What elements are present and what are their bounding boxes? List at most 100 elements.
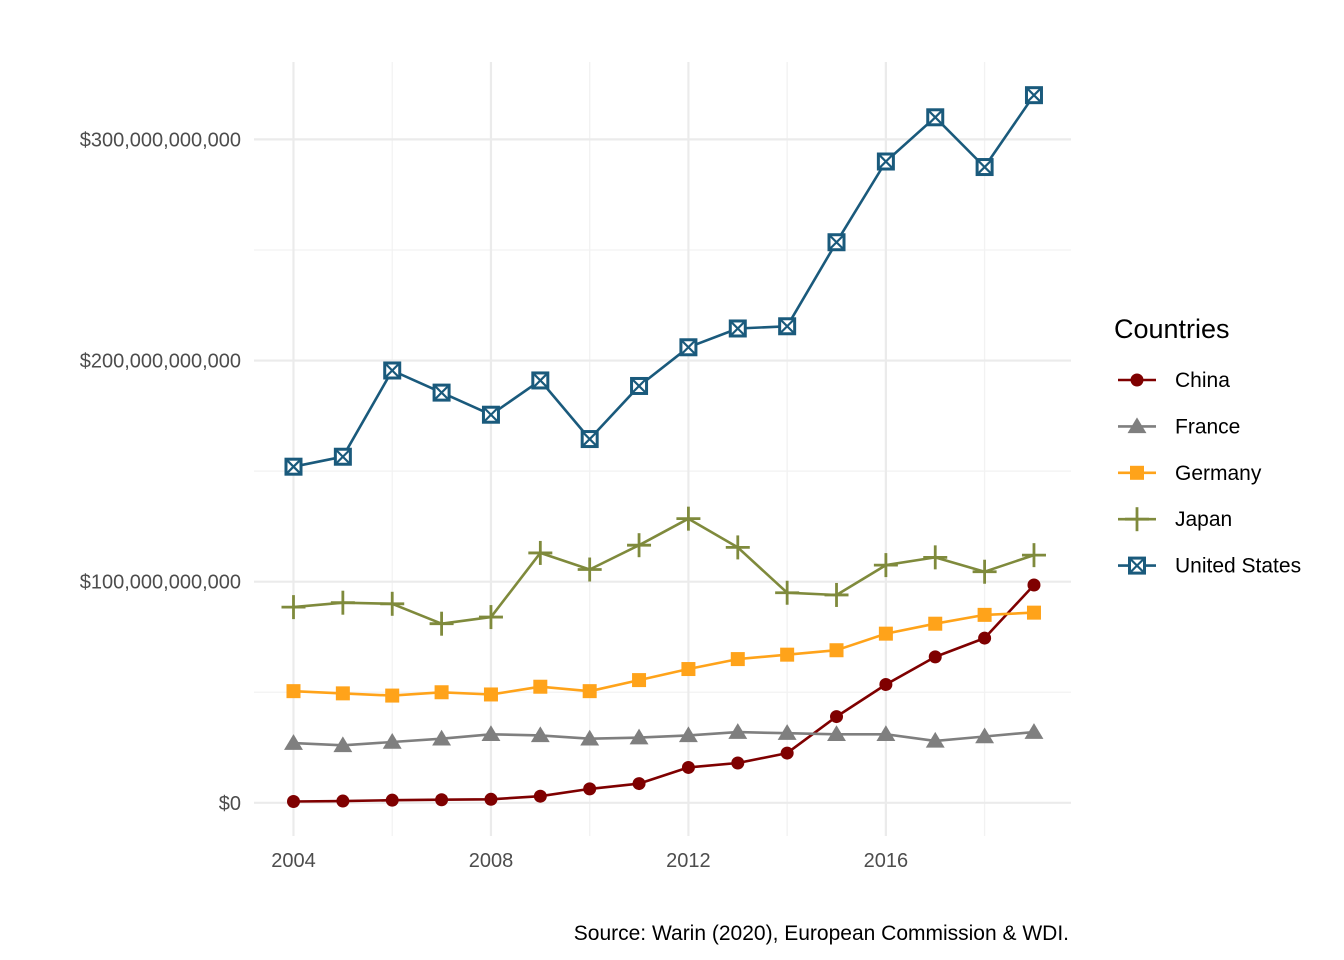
point-germany (582, 684, 597, 699)
point-japan (775, 580, 800, 605)
x-axis: 2004 2008 2012 2016 (271, 850, 908, 872)
legend-key-marker (1127, 417, 1147, 434)
point-china (879, 678, 893, 692)
point-germany (533, 679, 548, 694)
point-germany (632, 673, 647, 688)
series-line-france (293, 730, 1035, 747)
point-japan (627, 533, 652, 558)
point-france (1024, 723, 1044, 739)
point-france (678, 726, 698, 743)
point-china (336, 794, 350, 808)
point-united-states (679, 338, 698, 357)
point-china (286, 795, 300, 809)
point-japan (281, 595, 306, 620)
legend-key-marker (1130, 373, 1144, 387)
point-japan (824, 582, 849, 607)
series-united-states (284, 86, 1043, 476)
legend-item-germany: Germany (1118, 462, 1262, 485)
point-united-states (531, 371, 550, 390)
point-germany (829, 643, 844, 658)
point-china (385, 793, 399, 807)
point-china (681, 760, 695, 774)
series-line-china (293, 584, 1035, 803)
series-germany (286, 605, 1041, 703)
x-tick-label: 2012 (666, 850, 711, 872)
point-japan (429, 611, 454, 636)
point-japan (577, 557, 602, 582)
series-line-germany (293, 611, 1035, 697)
point-france (975, 727, 995, 744)
point-germany (977, 607, 992, 622)
point-china (533, 789, 547, 803)
point-france (382, 733, 402, 749)
point-united-states (728, 319, 747, 338)
x-tick-label: 2016 (864, 850, 909, 872)
point-china (484, 792, 498, 806)
point-china (632, 777, 646, 791)
series-japan (281, 506, 1046, 636)
point-france (580, 729, 600, 746)
point-germany (483, 687, 498, 702)
point-united-states (333, 447, 352, 466)
grid-lines (254, 62, 1071, 836)
point-germany (434, 685, 449, 700)
legend-label: France (1175, 415, 1240, 438)
legend-title: Countries (1114, 314, 1230, 344)
point-united-states (827, 233, 846, 252)
point-china (780, 746, 794, 760)
point-germany (878, 626, 893, 641)
point-france (530, 726, 550, 743)
legend-key-marker (1130, 465, 1144, 480)
y-tick-label: $300,000,000,000 (80, 129, 241, 151)
legend-item-china: China (1118, 369, 1230, 392)
point-france (333, 736, 353, 753)
point-japan (972, 559, 997, 584)
y-tick-label: $200,000,000,000 (80, 351, 241, 373)
legend-key-marker (1125, 507, 1149, 532)
point-france (876, 725, 896, 742)
point-germany (385, 688, 400, 703)
legend-item-united-states: United States (1118, 555, 1301, 578)
point-germany (730, 652, 745, 667)
point-germany (928, 616, 943, 631)
series-china (286, 578, 1041, 809)
point-china (1027, 578, 1041, 592)
legend-item-france: France (1118, 415, 1240, 438)
point-united-states (630, 376, 649, 395)
point-france (827, 725, 846, 742)
legend-label: Germany (1175, 462, 1262, 485)
point-germany (780, 647, 795, 662)
point-japan (380, 591, 405, 616)
point-japan (725, 535, 750, 560)
point-china (731, 756, 745, 770)
point-china (928, 650, 942, 664)
x-tick-label: 2008 (469, 850, 514, 872)
point-china (583, 782, 597, 796)
point-japan (676, 506, 701, 531)
point-france (629, 728, 649, 745)
point-germany (286, 684, 301, 699)
point-germany (335, 686, 350, 701)
point-china (435, 793, 449, 807)
point-france (481, 725, 501, 742)
point-united-states (778, 317, 797, 336)
point-united-states (284, 457, 303, 476)
legend-label: United States (1175, 555, 1301, 578)
x-tick-label: 2004 (271, 850, 316, 872)
point-japan (528, 540, 553, 565)
legend-label: Japan (1175, 508, 1232, 531)
point-united-states (876, 152, 895, 171)
point-japan (478, 605, 503, 630)
legend-key-marker (1128, 556, 1146, 575)
legend-item-japan: Japan (1118, 507, 1232, 532)
point-france (432, 729, 452, 746)
series-layer (281, 86, 1046, 809)
y-tick-label: $100,000,000,000 (80, 572, 241, 594)
y-axis: $0 $100,000,000,000 $200,000,000,000 $300,0… (80, 129, 241, 814)
chart-caption: Source: Warin (2020), European Commissio… (574, 922, 1069, 945)
point-japan (330, 590, 355, 615)
point-china (978, 631, 992, 645)
series-line-united-states (293, 94, 1036, 468)
series-line-japan (293, 517, 1035, 626)
